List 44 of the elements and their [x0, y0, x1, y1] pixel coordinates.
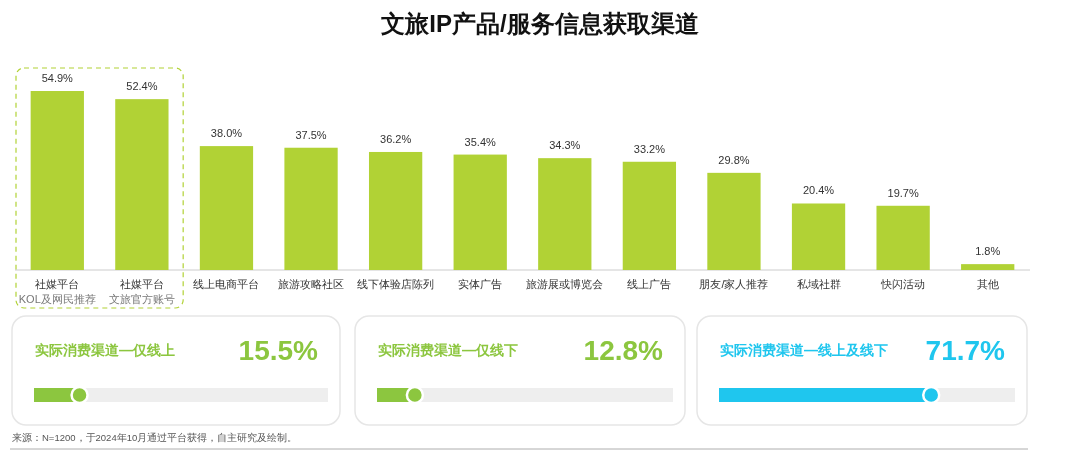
category-label: 线上电商平台	[193, 278, 260, 290]
data-label: 38.0%	[210, 127, 243, 140]
category-label: 其他	[976, 278, 999, 290]
bar	[115, 99, 169, 270]
data-label: 52.4%	[126, 80, 158, 93]
category-label: 线上广告	[627, 278, 672, 290]
data-label: 1.8%	[975, 245, 1001, 258]
data-label: 36.2%	[380, 132, 412, 145]
category-label: 社媒平台文旅官方账号	[108, 278, 175, 305]
data-label: 12.8%	[583, 335, 664, 366]
bar	[538, 158, 592, 270]
category-label: 实体广告	[458, 278, 503, 290]
source-note: 来源：N=1200，于2024年10月通过平台获得，自主研究及绘制。	[12, 432, 298, 443]
category-label: 朋友/家人推荐	[699, 278, 769, 290]
data-label: 15.5%	[238, 335, 319, 366]
data-label: 19.7%	[887, 186, 919, 199]
data-label: 29.8%	[718, 153, 750, 166]
text: 实际消费渠道—仅线上	[35, 342, 175, 358]
data-label: 33.2%	[633, 142, 666, 155]
text: 实际消费渠道—线上及线下	[720, 342, 888, 358]
bar	[30, 91, 84, 270]
text: 实际消费渠道—仅线下	[378, 342, 518, 358]
category-label: 旅游展或博览会	[526, 278, 604, 290]
chart-title: 文旅IP产品/服务信息获取渠道	[381, 10, 699, 37]
category-label: 快闪活动	[881, 278, 926, 290]
bar	[791, 203, 846, 270]
data-label: 34.3%	[549, 139, 581, 152]
bar	[453, 154, 507, 270]
data-label: 20.4%	[802, 184, 835, 197]
category-label: 社媒平台KOL及网民推荐	[18, 278, 96, 305]
category-label: 旅游攻略社区	[278, 278, 345, 290]
data-label: 71.7%	[925, 335, 1006, 366]
category-label: 线下体验店陈列	[357, 278, 435, 290]
bar	[707, 172, 761, 270]
bar	[199, 146, 254, 270]
bar	[876, 205, 930, 270]
data-label: 35.4%	[464, 135, 497, 148]
category-label: 私域社群	[796, 278, 841, 290]
bar	[368, 151, 423, 270]
bar	[622, 161, 677, 270]
bar	[961, 264, 1015, 270]
bar	[284, 147, 338, 270]
data-label: 37.5%	[295, 128, 327, 141]
data-label: 54.9%	[41, 72, 74, 84]
